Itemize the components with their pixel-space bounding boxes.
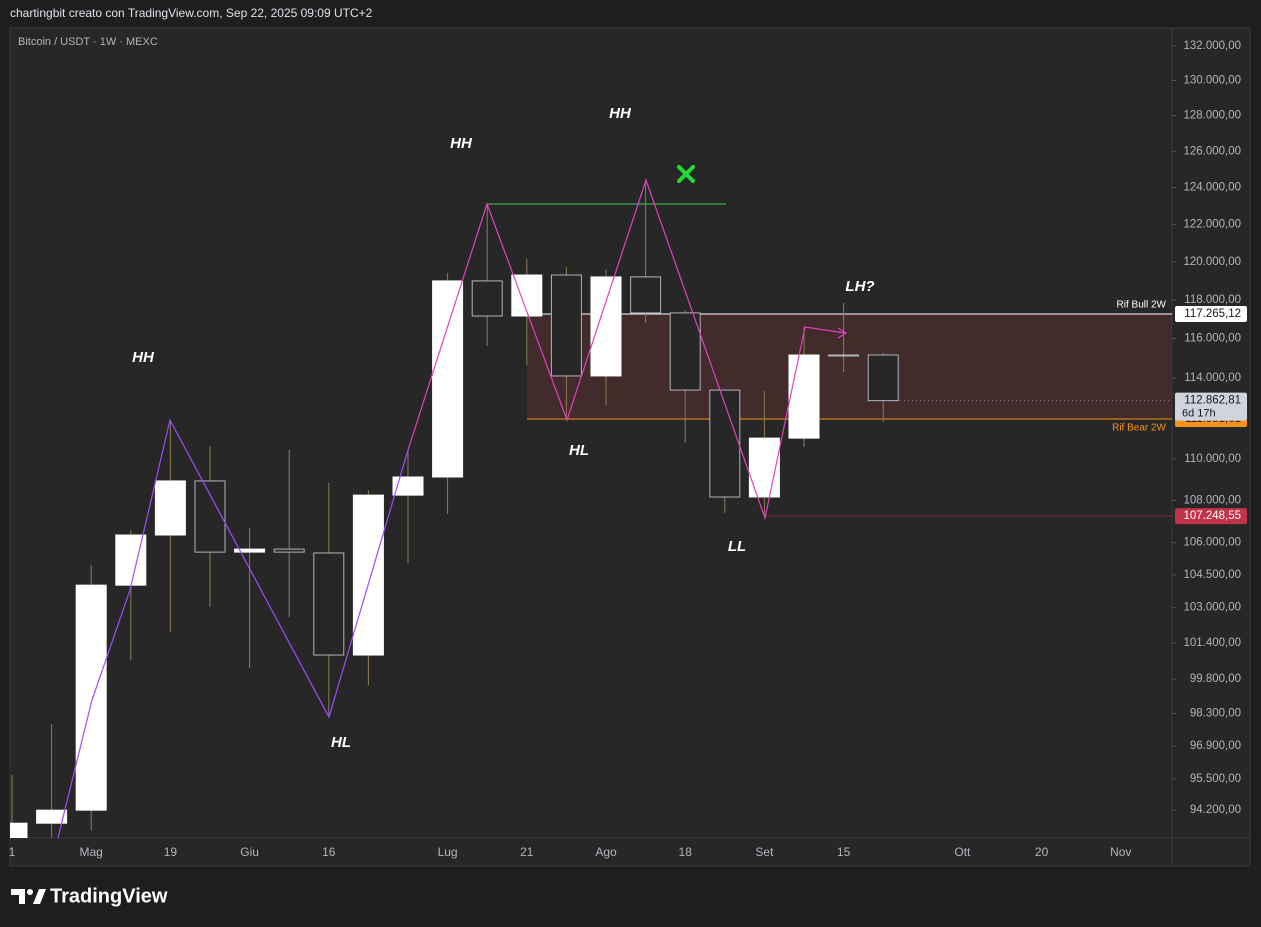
y-tick-label: 120.000,00: [1183, 256, 1241, 268]
chart-panel: [9, 27, 1251, 867]
candle-body: [36, 809, 68, 824]
countdown: 6d 17h: [1182, 408, 1216, 420]
candle-body: [313, 552, 345, 656]
y-tick-label: 122.000,00: [1183, 218, 1241, 230]
x-tick-label: 18: [679, 845, 693, 859]
y-tick-label: 110.000,00: [1184, 453, 1241, 465]
y-tick-label: 95.500,00: [1190, 773, 1241, 785]
candle-body: [194, 480, 226, 553]
candle-body: [788, 354, 820, 439]
annotation: HL: [569, 442, 589, 459]
y-tick-label: 94.200,00: [1190, 804, 1241, 816]
candle-body: [550, 274, 582, 377]
y-tick-label: 99.800,00: [1190, 673, 1241, 685]
candle-body: [10, 822, 28, 838]
y-tick-label: 118.000,00: [1184, 294, 1241, 306]
annotation: HL: [331, 734, 351, 751]
zone: [527, 313, 1172, 419]
candle-body: [352, 494, 384, 656]
x-tick-label: Giu: [240, 845, 259, 859]
x-tick-label: Lug: [438, 845, 458, 859]
y-tick-label: 132.000,00: [1183, 40, 1241, 52]
level-price-box: [1175, 508, 1247, 525]
annotation: HH: [132, 349, 155, 366]
y-tick-label: 108.000,00: [1183, 494, 1241, 506]
candle-body: [828, 354, 860, 357]
y-tick-label: 103.000,00: [1183, 602, 1241, 614]
x-tick-label: 21: [520, 845, 534, 859]
level-name: Rif Bull 2W: [1117, 300, 1167, 311]
x-tick-label: Mag: [80, 845, 103, 859]
candle-body: [511, 274, 543, 317]
brand-logo: TradingView: [11, 885, 168, 907]
x-tick-label: Nov: [1110, 845, 1131, 859]
candle-body: [630, 276, 662, 314]
credit: chartingbit creato con TradingView.com, …: [10, 6, 373, 20]
y-tick-label: 106.000,00: [1183, 537, 1241, 549]
last-price: 112.862,81: [1184, 395, 1241, 407]
candle-body: [709, 389, 741, 498]
level-price: 107.248,55: [1183, 510, 1241, 522]
cross-mark: [677, 165, 695, 183]
symbol-title: Bitcoin / USDT · 1W · MEXC: [18, 36, 158, 48]
level-price-box: [1175, 305, 1247, 322]
candle-body: [432, 280, 464, 478]
x-tick-label: Ago: [595, 845, 617, 859]
level-price: 117.265,12: [1184, 308, 1241, 320]
annotation: HH: [450, 135, 473, 152]
level-name: Rif Bear 2W: [1112, 423, 1166, 434]
last-price-box: [1175, 392, 1247, 421]
zigzag: [407, 178, 846, 521]
candle-body: [471, 280, 503, 317]
arrow-head: [837, 327, 848, 339]
candle-body: [590, 276, 622, 377]
y-tick-label: 130.000,00: [1183, 75, 1241, 87]
y-tick-label: 128.000,00: [1183, 110, 1241, 122]
candle-body: [234, 548, 266, 553]
x-tick-label: 1: [9, 845, 16, 859]
x-tick-label: Set: [755, 845, 774, 859]
candle-body: [867, 354, 899, 402]
x-tick-label: 15: [837, 845, 851, 859]
y-tick-label: 124.000,00: [1183, 182, 1241, 194]
y-tick-label: 101.400,00: [1183, 637, 1241, 649]
drawings: [57, 165, 848, 838]
zone-layer: [527, 313, 1172, 517]
zigzag: [57, 418, 409, 838]
x-tick-label: 19: [164, 845, 178, 859]
candle-body: [154, 480, 186, 536]
y-tick-label: 104.500,00: [1183, 569, 1241, 581]
x-tick-label: 16: [322, 845, 336, 859]
x-tick-label: Ott: [954, 845, 971, 859]
annotation: LH?: [845, 278, 874, 295]
brand-name: TradingView: [50, 885, 168, 907]
y-tick-label: 116.000,00: [1184, 333, 1241, 345]
candle-layer: [10, 180, 899, 838]
x-tick-label: 20: [1035, 845, 1049, 859]
candle-body: [273, 548, 305, 553]
annotation: LL: [728, 538, 746, 555]
y-tick-label: 96.900,00: [1190, 740, 1241, 752]
annotation: HH: [609, 105, 632, 122]
candle-body: [75, 584, 107, 811]
candle-body: [392, 476, 424, 496]
y-tick-label: 114.000,00: [1184, 372, 1241, 384]
y-tick-label: 126.000,00: [1183, 145, 1241, 157]
y-tick-label: 98.300,00: [1190, 707, 1241, 719]
candle-body: [669, 312, 701, 391]
